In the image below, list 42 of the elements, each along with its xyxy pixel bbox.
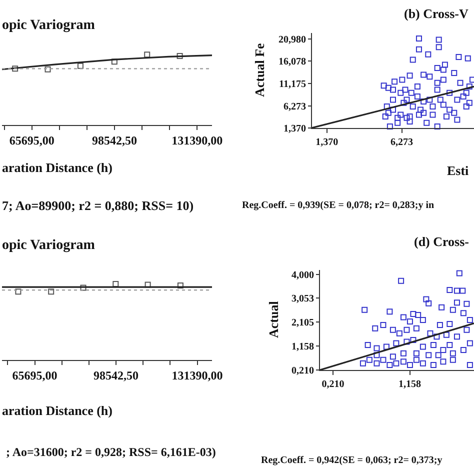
- y-tick-label: 4,000: [292, 270, 314, 281]
- x-tick-label: 98542,50: [92, 133, 138, 148]
- y-tick-label: 11,175: [279, 79, 306, 90]
- point: [80, 284, 86, 291]
- chart-title: (d) Cross-: [414, 234, 470, 249]
- x-tick-label: 65695,00: [12, 368, 58, 382]
- point: [44, 66, 51, 72]
- point: [176, 53, 183, 60]
- text: ; Ao=31600; r2 = 0,928; RSS= 6,161E-03): [6, 445, 216, 459]
- point: [177, 282, 184, 289]
- point: [144, 52, 150, 58]
- y-tick-label: 6,273: [284, 101, 306, 112]
- x-tick-label: 131390,00: [172, 368, 223, 382]
- chart-title: (b) Cross-V: [404, 6, 470, 21]
- point: [111, 58, 118, 65]
- x-tick-label: 131390,00: [172, 133, 223, 148]
- y-tick-label: 1,158: [292, 342, 314, 353]
- x-tick-label: 65695,00: [9, 133, 54, 148]
- x-tick-label: 1,370: [316, 137, 338, 148]
- chart-title: opic Variogram: [2, 18, 96, 33]
- point: [48, 288, 54, 295]
- point: [112, 281, 119, 287]
- text: Reg.Coeff. = 0,942(SE = 0,063; r2= 0,373;y: [261, 455, 442, 466]
- point: [144, 282, 151, 288]
- x-tick-label: 6,273: [390, 137, 414, 148]
- chart-title: opic Variogram: [2, 238, 96, 253]
- point: [77, 62, 84, 69]
- text: 7; Ao=89900; r2 = 0,880; RSS= 10): [2, 198, 194, 213]
- y-tick-label: 3,053: [292, 294, 314, 305]
- point: [12, 66, 18, 72]
- y-axis-title: Actual: [266, 300, 281, 338]
- x-axis-title: aration Distance (h): [2, 403, 112, 418]
- x-axis-title: Esti: [447, 163, 470, 178]
- y-tick-label: 1,370: [284, 124, 306, 134]
- y-axis-title: Actual Fe: [252, 42, 267, 97]
- x-tick-label: 98542,50: [94, 368, 139, 382]
- x-axis-title: aration Distance (h): [2, 160, 112, 175]
- y-tick-label: 16,078: [278, 56, 306, 68]
- y-tick-label: 2,105: [292, 318, 314, 329]
- point: [15, 288, 22, 295]
- text: Reg.Coeff. = 0,939(SE = 0,078; r2= 0,283;y in: [242, 200, 435, 211]
- y-tick-label: 20,980: [278, 34, 306, 46]
